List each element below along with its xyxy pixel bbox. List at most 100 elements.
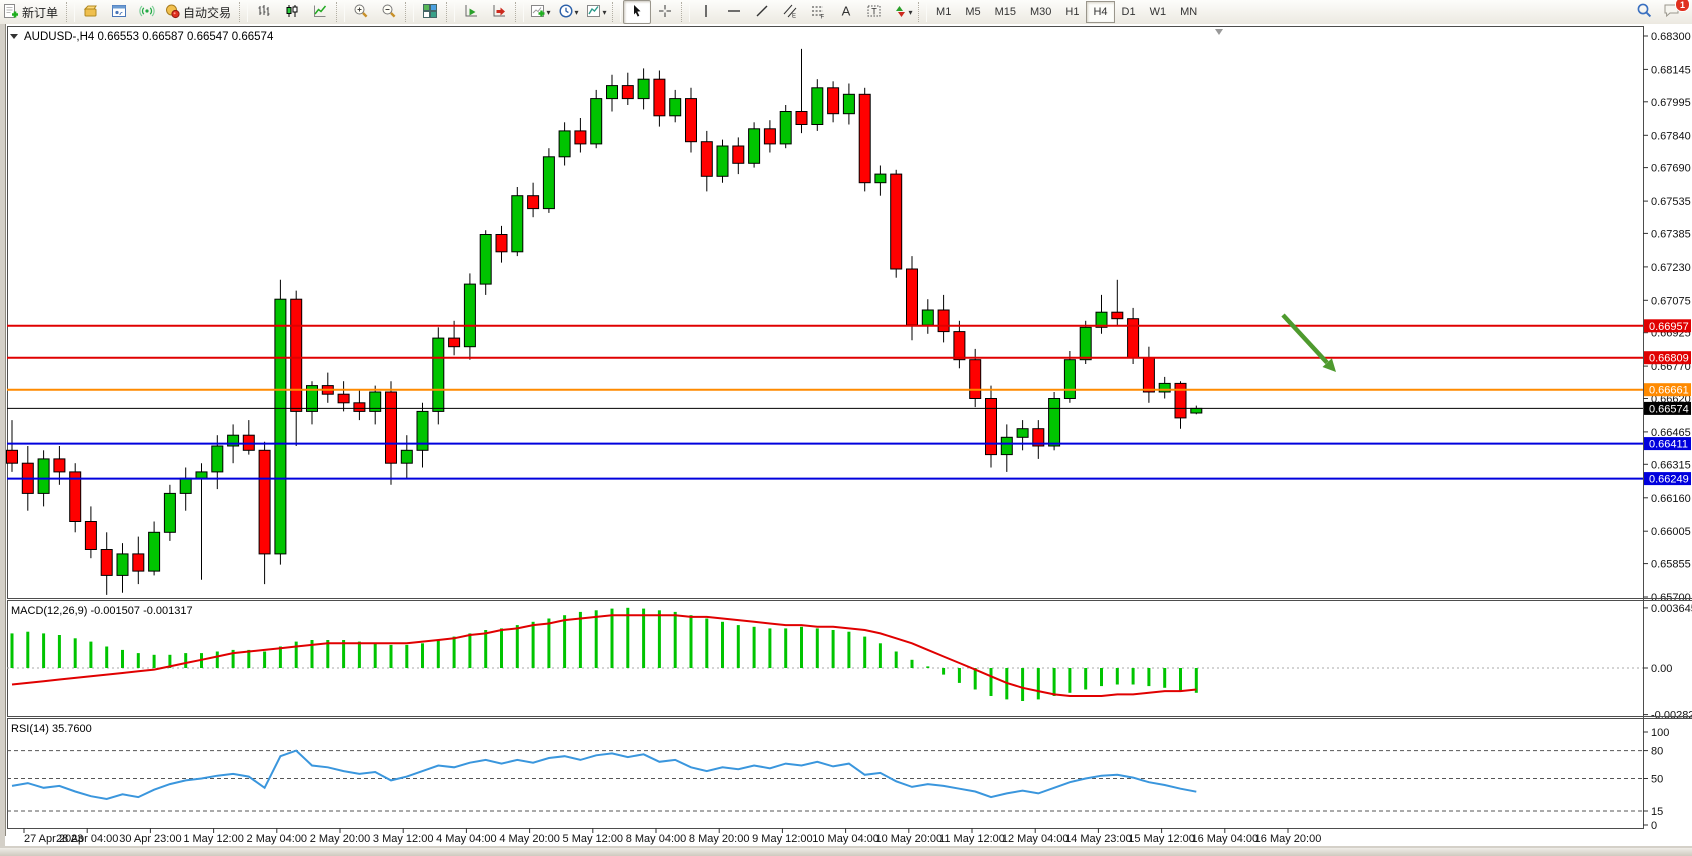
svg-text:10 May 04:00: 10 May 04:00	[812, 833, 879, 845]
data-window-button[interactable]	[105, 0, 133, 24]
trendline-tool-button[interactable]	[748, 0, 776, 24]
vertical-line-tool-button[interactable]	[692, 0, 720, 24]
templates-dropdown-arrow[interactable]: ▾	[602, 7, 607, 17]
bar-chart-icon	[256, 3, 272, 22]
chart-title: AUDUSD-,H4 0.66553 0.66587 0.66547 0.665…	[10, 31, 274, 43]
rsi-label: RSI(14) 35.7600	[11, 723, 92, 735]
macd-axis-label: 0.00	[1651, 663, 1672, 675]
tab-timeframe-h1[interactable]: H1	[1065, 6, 1080, 18]
horizontal-line-tool-button[interactable]	[720, 0, 748, 24]
text-label-icon: T	[866, 3, 882, 22]
svg-text:0.66315: 0.66315	[1651, 459, 1691, 471]
status-strip	[0, 848, 1692, 856]
fibonacci-tool-button[interactable]: F	[804, 0, 832, 24]
arrows-icon	[892, 3, 908, 22]
profiles-button[interactable]	[77, 0, 105, 24]
macd-histogram	[10, 607, 1198, 701]
cursor-icon	[629, 3, 645, 22]
tab-timeframe-m1[interactable]: M1	[936, 6, 952, 18]
tab-timeframe-w1[interactable]: W1	[1149, 6, 1167, 18]
svg-text:16 May 04:00: 16 May 04:00	[1191, 833, 1258, 845]
svg-text:28 Apr 04:00: 28 Apr 04:00	[56, 833, 118, 845]
zoom-in-icon	[353, 3, 369, 22]
cursor-tool-button[interactable]	[623, 0, 652, 24]
svg-text:2 May 20:00: 2 May 20:00	[310, 833, 371, 845]
price-tag: 0.66411	[1644, 437, 1691, 451]
autotrade-button[interactable]: 自动交易	[161, 0, 237, 24]
svg-text:4 May 04:00: 4 May 04:00	[436, 833, 497, 845]
tab-timeframe-m5[interactable]: M5	[965, 6, 981, 18]
text-label-tool-button[interactable]: T	[860, 0, 888, 24]
svg-text:0.66005: 0.66005	[1651, 526, 1691, 538]
svg-text:11 May 12:00: 11 May 12:00	[939, 833, 1005, 845]
periods-dropdown-arrow[interactable]: ▾	[574, 7, 579, 17]
toolbar-separator	[405, 2, 415, 22]
svg-text:0.65855: 0.65855	[1651, 559, 1691, 571]
new-order-icon	[3, 3, 19, 22]
indicators-button[interactable]: ▾	[526, 0, 554, 24]
svg-text:0.67995: 0.67995	[1651, 97, 1691, 109]
candlestick-icon	[284, 3, 300, 22]
profiles-icon	[83, 3, 99, 22]
search-button[interactable]	[1630, 0, 1658, 24]
svg-text:0.67690: 0.67690	[1651, 163, 1691, 175]
new-order-button[interactable]: 新订单	[0, 0, 64, 24]
templates-button[interactable]: ▾	[582, 0, 610, 24]
tab-timeframe-mn[interactable]: MN	[1180, 6, 1198, 18]
tab-timeframe-m30[interactable]: M30	[1030, 6, 1052, 18]
arrows-tool-button[interactable]: ▾	[888, 0, 916, 24]
chart-panel	[7, 26, 1644, 599]
indicators-dropdown-arrow[interactable]: ▾	[546, 7, 551, 17]
svg-text:8 May 04:00: 8 May 04:00	[626, 833, 687, 845]
indicators-icon	[530, 3, 546, 22]
chart-panel	[7, 718, 1644, 829]
svg-text:T: T	[871, 6, 877, 16]
zoom-in-button[interactable]	[347, 0, 375, 24]
search-icon	[1636, 2, 1653, 22]
chart-shift-button[interactable]	[485, 0, 513, 24]
toolbar: 新订单 自动交易	[0, 0, 1692, 25]
svg-text:27 Apr 2023: 27 Apr 2023	[24, 833, 83, 845]
rsi-axis-label: 100	[1651, 727, 1669, 739]
candles	[6, 48, 1203, 595]
tab-timeframe-h4[interactable]: H4	[1086, 1, 1115, 23]
chart-shift-marker-icon[interactable]	[1215, 29, 1223, 35]
bar-chart-mode-button[interactable]	[250, 0, 278, 24]
svg-text:E: E	[792, 13, 796, 19]
tab-timeframe-m15[interactable]: M15	[994, 6, 1016, 18]
svg-text:0.66249: 0.66249	[1649, 474, 1689, 486]
signals-button[interactable]	[133, 0, 161, 24]
tile-windows-button[interactable]	[416, 0, 444, 24]
text-tool-button[interactable]: A	[832, 0, 860, 24]
macd-axis-label: -0.002824	[1651, 710, 1692, 722]
crosshair-tool-button[interactable]	[651, 0, 679, 24]
annotation-arrow[interactable]	[1281, 313, 1336, 372]
price-lines[interactable]	[7, 324, 1643, 480]
notifications-button[interactable]: 1	[1658, 0, 1690, 24]
tab-timeframe-d1[interactable]: D1	[1121, 6, 1136, 18]
chart-area[interactable]: 0.68300 0.68145 0.67995 0.67840 0.67690 0.675…	[0, 24, 1692, 848]
channel-tool-button[interactable]: E	[776, 0, 804, 24]
candlestick-mode-button[interactable]	[278, 0, 306, 24]
svg-text:0.67535: 0.67535	[1651, 196, 1691, 208]
svg-text:15 May 12:00: 15 May 12:00	[1128, 833, 1195, 845]
chart-shift-icon	[491, 3, 507, 22]
rsi-axis-label: 0	[1651, 820, 1657, 832]
toolbar-separator	[66, 2, 76, 22]
auto-scroll-button[interactable]	[457, 0, 485, 24]
templates-icon	[586, 3, 602, 22]
signals-icon	[139, 3, 155, 22]
line-chart-mode-button[interactable]	[306, 0, 334, 24]
arrows-dropdown-arrow[interactable]: ▾	[908, 7, 913, 17]
toolbar-separator	[239, 2, 249, 22]
svg-text:0.66411: 0.66411	[1649, 439, 1688, 451]
symbol-dropdown-icon[interactable]	[10, 34, 18, 39]
timeframe-buttons: M1 M5 M15 M30 H1 H4 D1 W1 MN	[929, 1, 1204, 23]
svg-text:10 May 20:00: 10 May 20:00	[875, 833, 942, 845]
svg-text:0.66160: 0.66160	[1651, 493, 1691, 505]
trendline-icon	[754, 3, 770, 22]
autotrade-icon	[164, 3, 180, 22]
periods-button[interactable]: ▾	[554, 0, 582, 24]
svg-text:5 May 12:00: 5 May 12:00	[563, 833, 624, 845]
zoom-out-button[interactable]	[375, 0, 403, 24]
